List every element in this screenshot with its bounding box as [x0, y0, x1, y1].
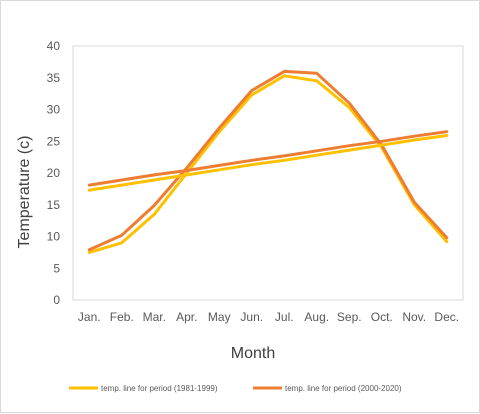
x-tick-label: Jan. [78, 310, 101, 324]
trendline-2 [87, 130, 449, 187]
trendline-1 [87, 134, 449, 192]
x-tick-label: Feb. [110, 310, 134, 324]
x-tick-label: Aug. [304, 310, 329, 324]
x-tick-label: Apr. [176, 310, 197, 324]
y-tick-label: 15 [47, 198, 61, 212]
plot-area [72, 45, 464, 301]
legend-label: temp. line for period (2000-2020) [285, 384, 402, 393]
legend: temp. line for period (1981-1999) temp. l… [69, 384, 402, 393]
y-tick-label: 0 [53, 293, 60, 307]
x-tick-label: Jul. [275, 310, 294, 324]
legend-label: temp. line for period (1981-1999) [101, 384, 218, 393]
x-tick-label: May [208, 310, 231, 324]
axes: 0 5 10 15 20 25 30 35 40 Jan. Feb. Mar. Apr. May Jun. J… [47, 39, 464, 324]
x-tick-label: Nov. [402, 310, 426, 324]
x-tick-label: Sep. [337, 310, 362, 324]
x-axis-title: Month [231, 345, 275, 362]
series-line-2 [87, 69, 449, 252]
x-tick-label: Oct. [371, 310, 393, 324]
y-tick-label: 20 [47, 166, 61, 180]
y-tick-label: 10 [47, 230, 61, 244]
x-tick-label: Dec. [434, 310, 459, 324]
y-tick-label: 30 [47, 103, 61, 117]
y-tick-label: 35 [47, 71, 61, 85]
x-tick-label: Jun. [240, 310, 263, 324]
x-tick-label: Mar. [143, 310, 166, 324]
y-axis-title: Temperature (c) [16, 136, 33, 249]
series-lines [87, 69, 449, 254]
y-tick-label: 25 [47, 134, 61, 148]
y-tick-label: 40 [47, 39, 61, 53]
y-tick-label: 5 [53, 261, 60, 275]
